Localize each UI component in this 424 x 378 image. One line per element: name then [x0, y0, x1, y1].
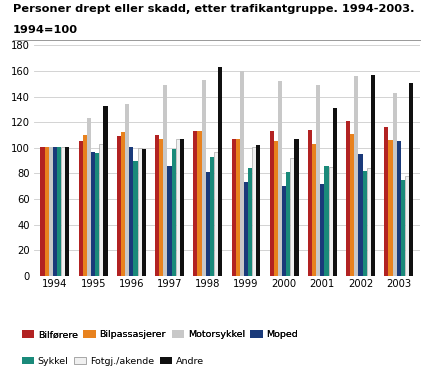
Bar — [201, 80, 206, 276]
Bar — [358, 154, 363, 276]
Bar — [129, 147, 134, 276]
Bar — [282, 186, 286, 276]
Bar — [405, 176, 409, 276]
Bar — [95, 153, 99, 276]
Bar — [324, 166, 329, 276]
Bar — [57, 147, 61, 276]
Bar — [384, 127, 388, 276]
Bar — [163, 85, 167, 276]
Bar — [333, 108, 337, 276]
Text: Personer drept eller skadd, etter trafikantgruppe. 1994-2003.: Personer drept eller skadd, etter trafik… — [13, 4, 414, 14]
Bar — [244, 183, 248, 276]
Bar — [252, 147, 256, 276]
Bar — [409, 82, 413, 276]
Bar — [137, 148, 142, 276]
Bar — [155, 135, 159, 276]
Bar — [40, 147, 45, 276]
Bar — [274, 141, 278, 276]
Bar — [350, 134, 354, 276]
Bar — [248, 168, 252, 276]
Bar — [134, 161, 137, 276]
Text: 1994=100: 1994=100 — [13, 25, 78, 34]
Bar — [354, 76, 358, 276]
Bar — [79, 141, 83, 276]
Bar — [329, 167, 333, 276]
Bar — [167, 166, 172, 276]
Bar — [388, 140, 393, 276]
Bar — [103, 105, 108, 276]
Bar — [45, 147, 49, 276]
Bar — [180, 139, 184, 276]
Bar — [172, 149, 176, 276]
Bar — [308, 130, 312, 276]
Bar — [99, 144, 103, 276]
Bar — [142, 149, 146, 276]
Bar — [270, 131, 274, 276]
Bar — [286, 172, 290, 276]
Bar — [393, 93, 397, 276]
Bar — [117, 136, 121, 276]
Bar — [206, 172, 210, 276]
Bar — [290, 158, 294, 276]
Bar — [401, 180, 405, 276]
Bar — [232, 139, 236, 276]
Bar — [176, 139, 180, 276]
Bar — [65, 147, 70, 276]
Bar — [61, 147, 65, 276]
Bar — [49, 147, 53, 276]
Bar — [278, 81, 282, 276]
Bar — [193, 131, 198, 276]
Legend: Bilførere, Bilpassasjerer, Motorsykkel, Moped: Bilførere, Bilpassasjerer, Motorsykkel, … — [22, 330, 298, 339]
Bar — [367, 168, 371, 276]
Bar — [397, 141, 401, 276]
Bar — [371, 75, 375, 276]
Bar — [121, 132, 125, 276]
Bar — [346, 121, 350, 276]
Legend: Sykkel, Fotgj./akende, Andre: Sykkel, Fotgj./akende, Andre — [22, 357, 204, 366]
Bar — [256, 145, 260, 276]
Bar — [214, 152, 218, 276]
Bar — [363, 171, 367, 276]
Bar — [91, 152, 95, 276]
Bar — [198, 131, 201, 276]
Bar — [125, 104, 129, 276]
Bar — [240, 71, 244, 276]
Bar — [294, 139, 298, 276]
Bar — [83, 135, 87, 276]
Bar — [236, 139, 240, 276]
Bar — [316, 85, 320, 276]
Bar — [87, 118, 91, 276]
Bar — [159, 139, 163, 276]
Bar — [218, 67, 222, 276]
Bar — [320, 184, 324, 276]
Bar — [312, 144, 316, 276]
Bar — [53, 147, 57, 276]
Bar — [210, 157, 214, 276]
